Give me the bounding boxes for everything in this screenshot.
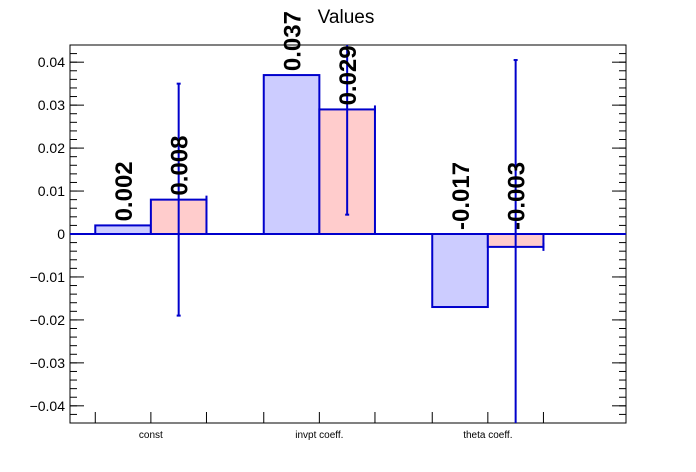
y-tick-label: 0.01 bbox=[38, 183, 65, 199]
x-tick-label: invpt coeff. bbox=[295, 430, 343, 441]
x-tick-label: const bbox=[139, 430, 163, 441]
data-label: 0.029 bbox=[335, 45, 362, 105]
y-tick-label: 0.04 bbox=[38, 54, 65, 70]
x-tick-label: theta coeff. bbox=[463, 430, 512, 441]
plot-area: −0.04 −0.03 −0.02 −0.01 0 0.01 0.02 0.03 0.04 con… bbox=[30, 11, 627, 441]
data-label: 0.037 bbox=[280, 11, 307, 71]
y-tick-label: −0.01 bbox=[30, 269, 66, 285]
y-tick-label: 0 bbox=[57, 226, 65, 242]
y-tick-label: 0.03 bbox=[38, 97, 65, 113]
y-tick-label: −0.02 bbox=[30, 312, 66, 328]
chart-title: Values bbox=[318, 7, 375, 28]
bar-series-1 bbox=[431, 233, 489, 309]
y-tick-label: 0.02 bbox=[38, 140, 65, 156]
data-label: 0.008 bbox=[167, 136, 194, 196]
bar-series-1 bbox=[262, 74, 321, 236]
y-tick-label: −0.04 bbox=[30, 398, 66, 414]
y-tick-label: −0.03 bbox=[30, 355, 66, 371]
data-label: -0.017 bbox=[448, 162, 475, 230]
data-label: 0.002 bbox=[111, 161, 138, 221]
bar-series-1 bbox=[94, 224, 152, 235]
data-label: -0.003 bbox=[504, 162, 531, 230]
